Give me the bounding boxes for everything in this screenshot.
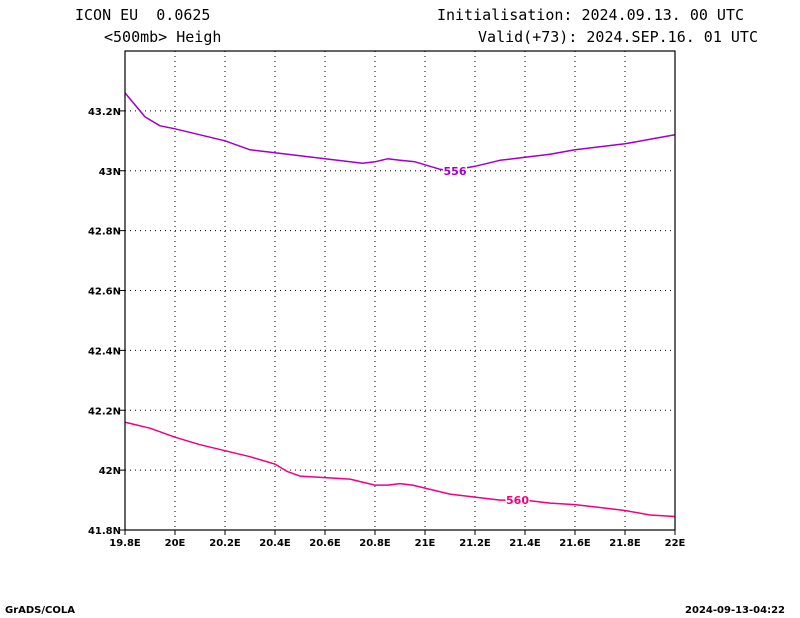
model-title: ICON EU 0.0625 — [75, 6, 211, 24]
x-tick-label: 20.6E — [309, 538, 341, 549]
x-tick-label: 21E — [415, 538, 436, 549]
y-tick-label: 42.8N — [88, 227, 121, 238]
init-time: Initialisation: 2024.09.13. 00 UTC — [436, 6, 744, 24]
y-tick-label: 42.2N — [88, 406, 121, 417]
x-tick-label: 22E — [665, 538, 686, 549]
y-tick-label: 42.4N — [88, 346, 121, 357]
y-tick-label: 43.2N — [88, 107, 121, 118]
contour-label-bg — [443, 164, 467, 177]
y-axis-ticks: 41.8N 42N 42.2N 42.4N 42.6N 42.8N 43N 43.2N — [88, 107, 125, 537]
series-lines: 556 560 — [124, 92, 676, 518]
contour-line-560 — [124, 421, 676, 518]
x-tick-label: 20E — [165, 538, 186, 549]
valid-time: Valid(+73): 2024.SEP.16. 01 UTC — [478, 28, 758, 46]
y-tick-label: 43N — [99, 167, 121, 178]
field-title: <500mb> Heigh — [104, 28, 222, 46]
y-tick-label: 42.6N — [88, 287, 121, 298]
y-tick-label: 41.8N — [88, 526, 121, 537]
y-tick-label: 42N — [99, 466, 121, 477]
contour-label-560: 560 — [506, 494, 529, 507]
x-tick-label: 20.2E — [209, 538, 241, 549]
footer-right: 2024-09-13-04:22 — [685, 605, 785, 616]
x-axis-ticks: 19.8E 20E 20.2E 20.4E 20.6E 20.8E 21E 21.2E 21.4… — [109, 530, 686, 549]
footer-left: GrADS/COLA — [5, 605, 75, 616]
x-tick-label: 21.8E — [609, 538, 641, 549]
grid-lines — [125, 51, 675, 530]
x-tick-label: 21.6E — [559, 538, 591, 549]
x-tick-label: 20.8E — [359, 538, 391, 549]
x-tick-label: 20.4E — [259, 538, 291, 549]
contour-label-556: 556 — [444, 165, 467, 178]
x-tick-label: 21.2E — [459, 538, 491, 549]
plot-frame — [124, 50, 676, 531]
x-tick-label: 19.8E — [109, 538, 141, 549]
contour-line-556 — [124, 92, 676, 172]
contour-label-bg — [505, 494, 530, 507]
x-tick-label: 21.4E — [509, 538, 541, 549]
